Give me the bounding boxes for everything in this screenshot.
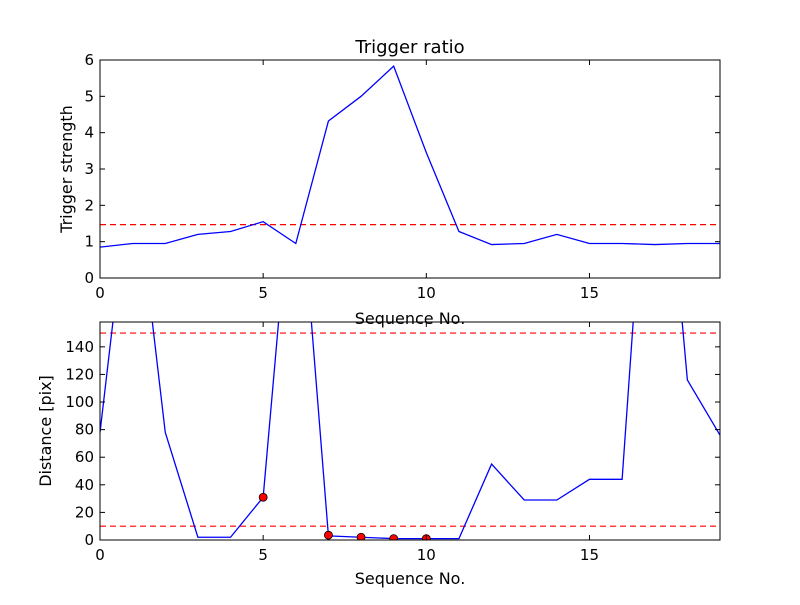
data-point-marker [258, 492, 268, 502]
axes-frame [99, 59, 721, 279]
y-axis-label: Trigger strength [57, 105, 76, 234]
x-tick-label: 15 [580, 546, 599, 564]
x-tick-label: 5 [258, 546, 268, 564]
chart-title: Trigger ratio [354, 37, 464, 58]
x-tick-label: 5 [258, 284, 268, 302]
series-line [100, 65, 720, 248]
y-tick-label: 20 [75, 503, 94, 521]
y-tick-label: 80 [75, 421, 94, 439]
x-tick-label: 15 [580, 284, 599, 302]
data-point-marker [389, 534, 399, 540]
x-tick-label: 10 [417, 546, 436, 564]
data-point-marker [356, 532, 366, 540]
y-tick-label: 100 [65, 393, 94, 411]
y-tick-label: 140 [65, 338, 94, 356]
plot-area [100, 65, 720, 248]
y-tick-label: 60 [75, 448, 94, 466]
y-tick-label: 1 [84, 233, 94, 251]
y-tick-label: 2 [84, 196, 94, 214]
y-tick-label: 40 [75, 476, 94, 494]
y-tick-label: 3 [84, 160, 94, 178]
x-tick-label: 0 [95, 546, 105, 564]
plot-1: 0 5 10 15 0 1 2 3 4 5 6 [84, 51, 721, 302]
y-axis-label: Distance [pix] [36, 375, 55, 487]
series-line [100, 322, 720, 540]
x-axis-label: Sequence No. [355, 309, 466, 328]
axes-frame [99, 321, 721, 541]
y-tick-label: 120 [65, 365, 94, 383]
plot-2: 0 5 10 15 0 20 40 60 80 100 120 140 [65, 321, 721, 564]
x-tick-label: 10 [417, 284, 436, 302]
y-tick-label: 4 [84, 124, 94, 142]
y-tick-label: 5 [84, 87, 94, 105]
x-tick-label: 0 [95, 284, 105, 302]
data-point-marker [324, 530, 333, 540]
y-tick-label: 0 [84, 269, 94, 287]
y-tick-label: 6 [84, 51, 94, 69]
plot-area [100, 322, 720, 540]
x-axis-label: Sequence No. [355, 569, 466, 588]
y-tick-label: 0 [84, 531, 94, 549]
